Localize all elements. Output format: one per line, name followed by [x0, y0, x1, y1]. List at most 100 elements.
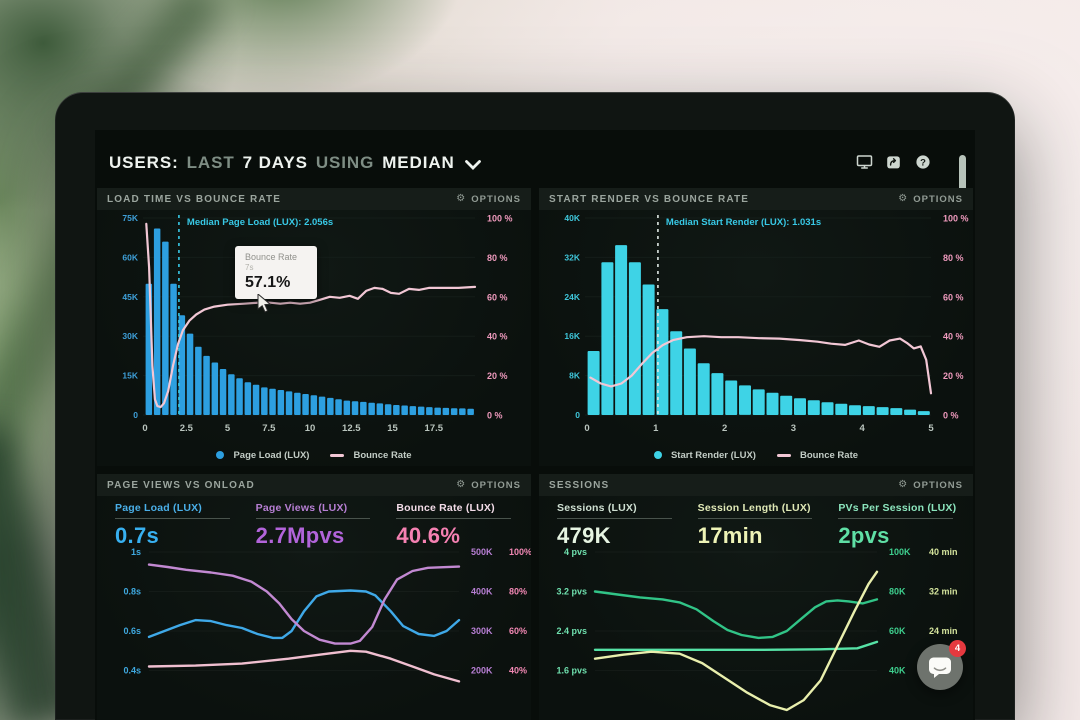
- sessions-chart-area: 4 pvs 3.2 pvs 2.4 pvs 1.6 pvs 100K 80K 60K 40K 4…: [539, 544, 973, 720]
- header-last-label: LAST: [186, 153, 235, 172]
- chat-button[interactable]: 4: [917, 640, 966, 690]
- start-render-chart-area: 40K 100 % 32K 80 % 24K 60 % 16K 40 % 8K 20 % 0 0 % 0…: [539, 210, 973, 466]
- svg-text:15K: 15K: [122, 371, 138, 381]
- panel-header: LOAD TIME VS BOUNCE RATE ⚙ OPTIONS: [97, 188, 531, 210]
- svg-text:40 min: 40 min: [929, 547, 958, 557]
- header-median-label[interactable]: MEDIAN: [382, 153, 455, 172]
- svg-text:20 %: 20 %: [943, 371, 964, 381]
- legend-line-label: Bounce Rate: [799, 449, 859, 461]
- svg-text:60 %: 60 %: [943, 292, 964, 302]
- svg-text:30K: 30K: [122, 331, 138, 341]
- options-button[interactable]: ⚙ OPTIONS: [456, 193, 521, 205]
- svg-text:2.5: 2.5: [180, 423, 194, 434]
- dashboard-grid: LOAD TIME VS BOUNCE RATE ⚙ OPTIONS 75K 100…: [97, 188, 973, 720]
- svg-text:80 %: 80 %: [487, 253, 508, 263]
- help-icon[interactable]: ?: [915, 154, 931, 170]
- header-7days-label[interactable]: 7 DAYS: [242, 153, 308, 172]
- svg-text:Median Page Load (LUX): 2.056s: Median Page Load (LUX): 2.056s: [187, 217, 333, 228]
- gear-icon: ⚙: [456, 193, 467, 204]
- svg-text:0 %: 0 %: [487, 411, 503, 421]
- metric-label: Page Views (LUX): [255, 502, 348, 514]
- gear-icon: ⚙: [898, 193, 909, 204]
- metric-value: 0.7s: [115, 523, 160, 548]
- gear-icon: ⚙: [456, 479, 467, 490]
- metric-label: Bounce Rate (LUX): [396, 502, 495, 514]
- svg-text:80%: 80%: [509, 587, 527, 597]
- svg-text:0 %: 0 %: [943, 411, 959, 421]
- chart-legend: Page Load (LUX) Bounce Rate: [97, 444, 531, 466]
- svg-text:300K: 300K: [471, 626, 493, 636]
- options-button[interactable]: ⚙ OPTIONS: [898, 193, 963, 205]
- metric-value: 479K: [557, 523, 611, 548]
- metric-underline: [255, 518, 371, 519]
- panel-title: LOAD TIME VS BOUNCE RATE: [107, 193, 282, 205]
- monitor-icon[interactable]: [856, 154, 873, 170]
- svg-text:2.4 pvs: 2.4 pvs: [556, 626, 587, 636]
- svg-text:40K: 40K: [564, 213, 580, 223]
- svg-text:100 %: 100 %: [943, 214, 969, 224]
- metrics-row: Sessions (LUX) 479K Session Length (LUX)…: [539, 496, 973, 548]
- svg-text:32K: 32K: [564, 252, 580, 262]
- load-time-chart-area: 75K 100 % 60K 80 % 45K 60 % 30K 40 % 15K 20 % 0 0 %…: [97, 210, 531, 466]
- metric-value: 40.6%: [396, 523, 461, 548]
- metric-label: Session Length (LUX): [697, 502, 811, 514]
- svg-text:0: 0: [575, 410, 580, 420]
- tooltip-value: 57.1%: [245, 274, 291, 291]
- svg-text:200K: 200K: [471, 666, 493, 676]
- svg-text:0.4s: 0.4s: [123, 666, 141, 676]
- metric-underline: [115, 518, 230, 519]
- svg-text:60%: 60%: [509, 626, 527, 636]
- metric-underline: [697, 518, 813, 519]
- svg-text:8K: 8K: [569, 371, 581, 381]
- panel-start-render-vs-bounce-rate: START RENDER VS BOUNCE RATE ⚙ OPTIONS 40K…: [539, 188, 973, 466]
- page-views-vs-onload-chart: 1s 0.8s 0.6s 0.4s 500K 400K 300K 200K 100% 80% 60%…: [123, 547, 531, 683]
- svg-text:3.2 pvs: 3.2 pvs: [556, 587, 587, 597]
- svg-text:80 %: 80 %: [943, 253, 964, 263]
- svg-text:12.5: 12.5: [342, 423, 361, 434]
- svg-text:5: 5: [928, 423, 934, 434]
- legend-bar-swatch: [216, 451, 225, 459]
- legend-line-swatch: [330, 453, 345, 457]
- gear-icon: ⚙: [898, 479, 909, 490]
- svg-text:4 pvs: 4 pvs: [564, 547, 587, 557]
- svg-text:4: 4: [860, 423, 866, 434]
- svg-text:32 min: 32 min: [929, 587, 958, 597]
- svg-text:16K: 16K: [564, 331, 580, 341]
- metrics-row: Page Load (LUX) 0.7s Page Views (LUX) 2.…: [97, 496, 531, 548]
- svg-text:60K: 60K: [122, 252, 138, 262]
- svg-text:40 %: 40 %: [943, 332, 964, 342]
- svg-text:Median Start Render (LUX): 1.0: Median Start Render (LUX): 1.031s: [666, 217, 821, 228]
- svg-text:20 %: 20 %: [487, 371, 508, 381]
- svg-text:1s: 1s: [131, 547, 141, 557]
- metric-label: Page Load (LUX): [115, 502, 203, 514]
- svg-text:?: ?: [920, 157, 926, 168]
- svg-text:24 min: 24 min: [929, 626, 958, 636]
- tooltip-subtitle: 7s: [245, 263, 254, 272]
- options-button[interactable]: ⚙ OPTIONS: [456, 479, 521, 491]
- svg-text:0: 0: [584, 423, 589, 434]
- svg-text:40K: 40K: [889, 666, 906, 676]
- svg-text:40%: 40%: [509, 666, 527, 676]
- svg-text:45K: 45K: [122, 292, 138, 302]
- start-render-vs-bounce-rate-chart: 40K 100 % 32K 80 % 24K 60 % 16K 40 % 8K 20 % 0 0 % 0…: [564, 213, 969, 434]
- metric-underline: [396, 518, 511, 519]
- options-button[interactable]: ⚙ OPTIONS: [898, 479, 963, 491]
- legend-bar-swatch: [653, 451, 662, 459]
- svg-text:10: 10: [305, 423, 316, 434]
- svg-text:1: 1: [653, 423, 659, 434]
- chart-legend: Start Render (LUX) Bounce Rate: [539, 444, 973, 466]
- chevron-down-icon[interactable]: [464, 159, 481, 170]
- svg-text:17.5: 17.5: [425, 423, 444, 434]
- svg-text:7.5: 7.5: [262, 423, 276, 434]
- legend-bar-label: Start Render (LUX): [670, 449, 756, 461]
- mouse-cursor-icon: [257, 294, 271, 313]
- svg-text:5: 5: [225, 423, 231, 434]
- svg-text:40 %: 40 %: [487, 332, 508, 342]
- svg-text:100 %: 100 %: [487, 214, 513, 224]
- page-views-chart-area: 1s 0.8s 0.6s 0.4s 500K 400K 300K 200K 100% 80% 60%…: [97, 544, 531, 720]
- metric-value: 2.7Mpvs: [255, 523, 345, 548]
- svg-text:80K: 80K: [889, 587, 906, 597]
- chat-badge: 4: [949, 640, 966, 657]
- share-icon[interactable]: [886, 154, 902, 170]
- chat-bubble-icon: [929, 657, 951, 678]
